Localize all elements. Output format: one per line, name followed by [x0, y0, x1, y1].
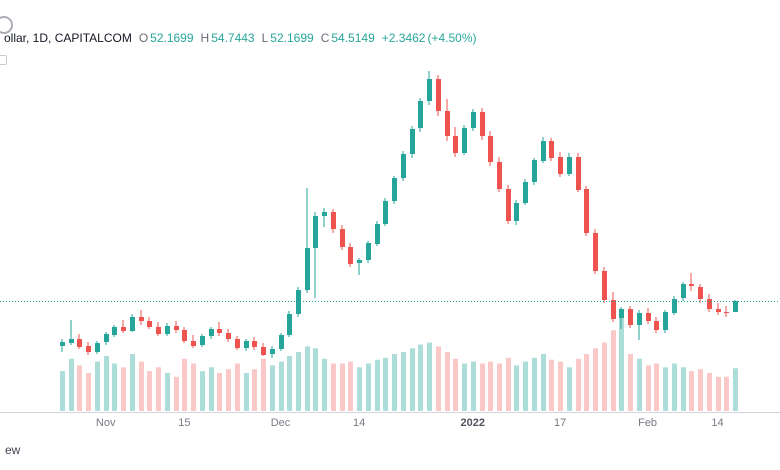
x-axis-label: Dec: [270, 417, 291, 429]
x-axis-label: 15: [178, 417, 191, 429]
high-value: 54.7443: [211, 31, 255, 45]
cropped-logo-fragment-icon: [0, 16, 13, 34]
open-label: O: [138, 31, 149, 45]
symbol-title[interactable]: ollar, 1D, CAPITALCOM: [4, 31, 132, 45]
low-value: 52.1699: [270, 31, 314, 45]
low-label: L: [261, 31, 269, 45]
x-axis-label: Nov: [95, 417, 116, 429]
close-value: 54.5149: [331, 31, 375, 45]
x-axis-label: 14: [711, 417, 724, 429]
change-percent: (+4.50%): [427, 31, 477, 45]
x-axis-label: 2022: [460, 417, 486, 429]
x-axis-label: 17: [554, 417, 567, 429]
x-axis-label: 14: [353, 417, 366, 429]
open-value: 52.1699: [150, 31, 194, 45]
watermark-text-fragment: ew: [5, 443, 21, 457]
high-label: H: [200, 31, 210, 45]
change-value: +2.3462: [381, 31, 426, 45]
close-label: C: [320, 31, 330, 45]
cropped-toolbar-fragment-icon: [0, 55, 7, 65]
chart-legend[interactable]: ollar, 1D, CAPITALCOM O 52.1699 H 54.7443 L 52…: [4, 31, 477, 45]
x-axis-label: Feb: [638, 417, 658, 429]
time-axis-line[interactable]: [0, 412, 780, 413]
time-axis-labels[interactable]: Nov 15 Dec 14 2022 17 Feb 14: [0, 417, 780, 433]
